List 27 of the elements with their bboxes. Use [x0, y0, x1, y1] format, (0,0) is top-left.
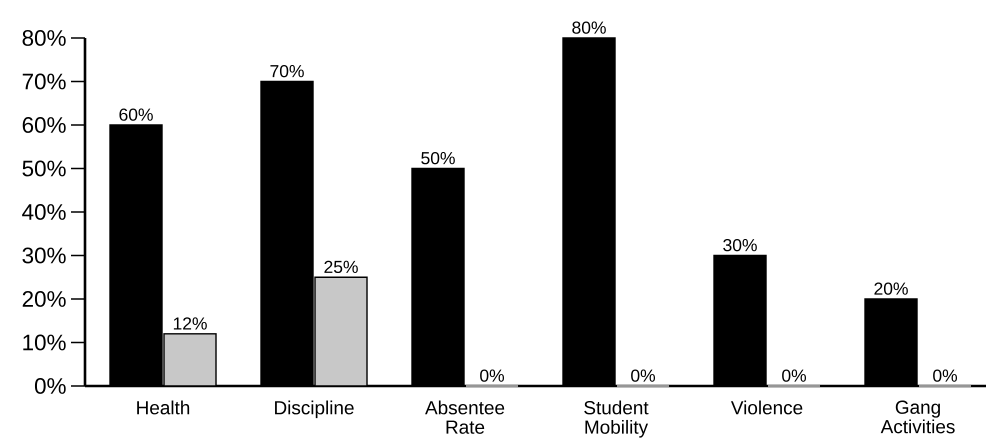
- y-tick-label: 60%: [22, 117, 66, 133]
- x-tick-label: Violence: [730, 400, 802, 414]
- y-tick-label: 10%: [23, 334, 66, 350]
- data-label: 80%: [572, 21, 606, 34]
- x-tick-label: Discipline: [275, 400, 354, 418]
- y-tick-label: 70%: [22, 74, 66, 90]
- data-label: 30%: [723, 238, 757, 252]
- y-tick-label: 50%: [22, 160, 66, 176]
- data-label: 60%: [119, 108, 153, 121]
- data-label: 0%: [480, 369, 504, 382]
- x-tick-label: Health: [137, 400, 190, 414]
- x-tick-label: Student Mobility: [584, 400, 648, 438]
- y-tick-label: 40%: [22, 204, 66, 220]
- x-tick-label: Absentee Rate: [425, 400, 504, 434]
- y-tick-label: 80%: [22, 30, 66, 46]
- data-label: 25%: [324, 260, 358, 274]
- data-label: 0%: [782, 369, 806, 382]
- y-tick-label: 20%: [22, 291, 66, 307]
- y-tick-label: 0%: [34, 378, 66, 394]
- data-label: 0%: [631, 369, 655, 382]
- data-label: 0%: [933, 369, 957, 382]
- data-label: 70%: [270, 64, 304, 78]
- y-tick-label: 30%: [22, 248, 66, 264]
- data-label: 20%: [874, 282, 908, 295]
- data-label: 12%: [174, 317, 207, 330]
- data-label: 50%: [421, 152, 455, 164]
- x-tick-label: Gang Activities: [880, 400, 955, 434]
